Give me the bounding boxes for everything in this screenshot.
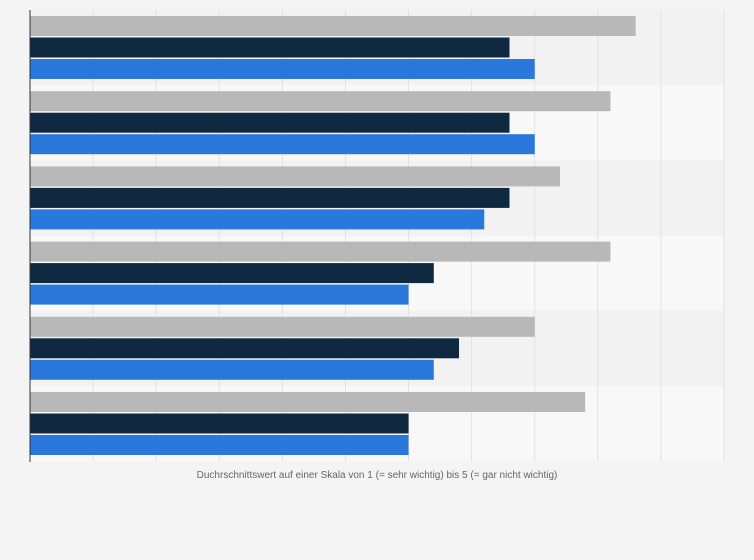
bar-series-1[interactable] — [30, 392, 586, 412]
bar-series-3[interactable] — [30, 59, 535, 79]
bar-series-1[interactable] — [30, 166, 560, 187]
bar-series-3[interactable] — [30, 209, 485, 230]
bar-series-1[interactable] — [30, 91, 611, 112]
bar-series-3[interactable] — [30, 435, 409, 455]
bar-series-3[interactable] — [30, 134, 535, 155]
bar-series-1[interactable] — [30, 241, 611, 262]
bar-series-2[interactable] — [30, 413, 409, 434]
gridlines — [92, 10, 725, 462]
bar-series-2[interactable] — [30, 338, 460, 359]
bar-series-3[interactable] — [30, 284, 409, 305]
bar-series-2[interactable] — [30, 187, 510, 208]
bar-series-2[interactable] — [30, 112, 510, 133]
bar-series-1[interactable] — [30, 16, 636, 36]
bar-series-1[interactable] — [30, 316, 535, 337]
bar-series-2[interactable] — [30, 37, 510, 58]
x-axis-label: Duchrschnittswert auf einer Skala von 1 … — [197, 470, 558, 481]
bar-series-3[interactable] — [30, 359, 434, 380]
bars — [30, 16, 636, 455]
bar-series-2[interactable] — [30, 263, 434, 284]
